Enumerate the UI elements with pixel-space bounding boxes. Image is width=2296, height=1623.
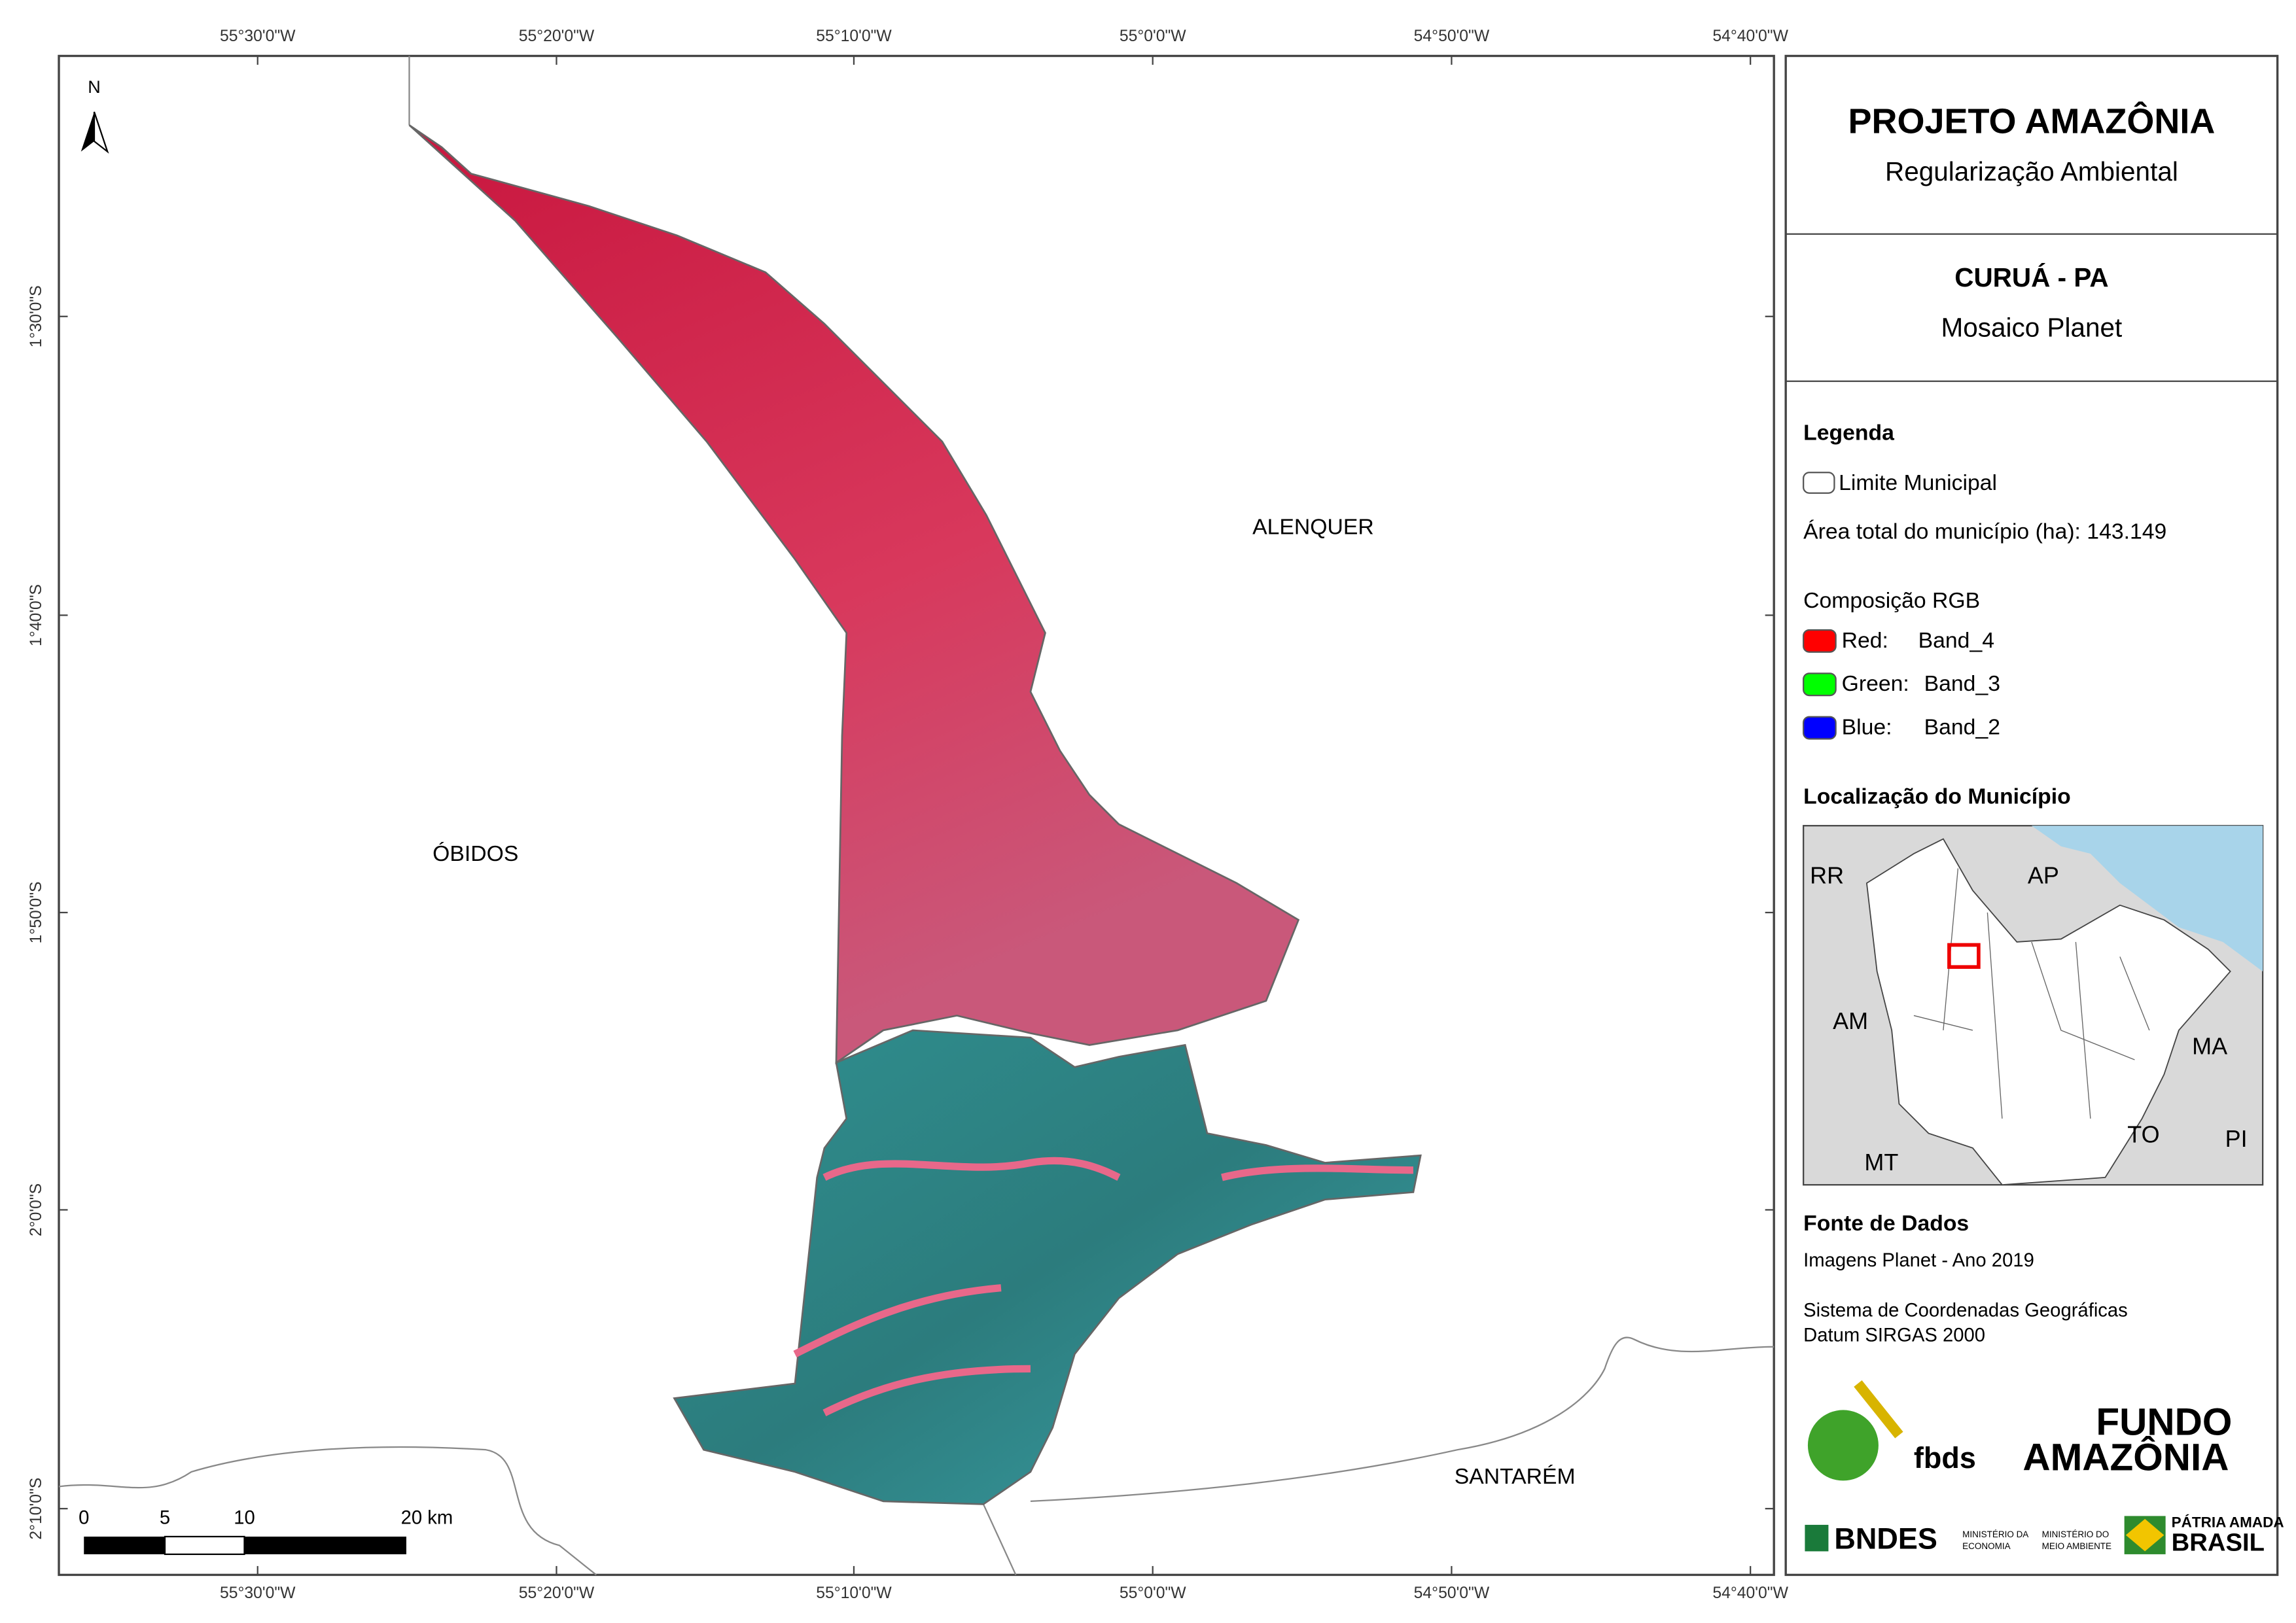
legend-item: Limite Municipal [1839, 470, 1997, 495]
lon-label: 54°40'0"W [1712, 27, 1788, 45]
lon-label: 55°10'0"W [816, 1584, 892, 1602]
scale-label: 10 [234, 1508, 255, 1529]
place-label: ALENQUER [1252, 515, 1374, 540]
logo-shape [1805, 1524, 1829, 1552]
place-label: ÓBIDOS [433, 841, 518, 866]
side-panel [1784, 54, 2279, 1577]
lat-label: 2°10'0"S [27, 1478, 45, 1540]
location-title: Localização do Município [1803, 784, 2071, 809]
lon-label: 55°0'0"W [1120, 27, 1186, 45]
band-label: Red: [1842, 628, 1888, 653]
north-arrow [93, 111, 109, 154]
scale-label: 5 [160, 1508, 170, 1529]
lat-label: 1°30'0"S [27, 285, 45, 347]
state-label: PI [2225, 1125, 2248, 1152]
mosaic-detail [793, 1157, 1413, 1416]
scale-segment [164, 1535, 245, 1556]
logo-text: ECONOMIA [1962, 1541, 2010, 1551]
place-label: SANTARÉM [1455, 1464, 1576, 1489]
state-label: AM [1833, 1007, 1868, 1034]
logo-text: MINISTÉRIO DO [2042, 1529, 2110, 1539]
boundaries [58, 56, 1775, 1576]
legend-subtitle: Composição RGB [1803, 588, 1980, 613]
logo-text: FUNDO [2096, 1401, 2232, 1443]
band-swatch [1803, 716, 1837, 740]
band-swatch [1803, 672, 1837, 697]
band-swatch [1803, 629, 1837, 653]
scale-segment [84, 1536, 165, 1554]
logo-text: PÁTRIA AMADA [2172, 1514, 2284, 1531]
title: PROJETO AMAZÔNIA [1848, 101, 2215, 141]
lon-label: 55°10'0"W [816, 27, 892, 45]
state-label: MT [1864, 1149, 1898, 1176]
state-label: AP [2028, 862, 2059, 888]
location-map: RR AP AM MA TO PI MT [1803, 825, 2264, 1186]
logo-text: BNDES [1834, 1522, 1937, 1556]
scale-segment [244, 1536, 406, 1554]
source-line: Sistema de Coordenadas Geográficas [1803, 1300, 2128, 1321]
legend-title: Legenda [1803, 421, 1894, 445]
lon-label: 54°50'0"W [1414, 1584, 1490, 1602]
boundary-line [1030, 1336, 1775, 1503]
frame-ticks [59, 56, 1775, 1575]
band-label: Green: [1842, 671, 1909, 696]
state-label: RR [1810, 862, 1844, 888]
lat-label: 1°40'0"S [27, 584, 45, 646]
logo-shape [2125, 1518, 2164, 1552]
lon-label: 55°20'0"W [519, 1584, 595, 1602]
logo-shape [1854, 1380, 1903, 1439]
logo-text: MEIO AMBIENTE [2042, 1541, 2111, 1551]
boundary-line [58, 1446, 597, 1576]
scale-label: 0 [79, 1508, 89, 1529]
band-name: Band_4 [1918, 628, 1994, 653]
scale-label: 20 km [401, 1508, 453, 1529]
logo-text: MINISTÉRIO DA [1962, 1529, 2028, 1539]
lon-label: 55°30'0"W [220, 27, 296, 45]
lat-label: 1°50'0"S [27, 881, 45, 943]
lon-label: 54°50'0"W [1414, 27, 1490, 45]
area-title: CURUÁ - PA [1954, 262, 2108, 292]
logo-shape [1807, 1410, 1879, 1481]
lon-label: 54°40'0"W [1712, 1584, 1788, 1602]
band-name: Band_2 [1924, 715, 2000, 740]
legend-note: Área total do município (ha): 143.149 [1803, 519, 2166, 544]
source-line: Datum SIRGAS 2000 [1803, 1325, 1985, 1346]
logo-text: BRASIL [2172, 1528, 2265, 1556]
band-legend: Red: Band_4 Green: Band_3 Blue: Band_2 [1803, 628, 2000, 740]
north-label: N [88, 77, 101, 97]
boundary-swatch [1803, 472, 1835, 494]
logo-text: AMAZÔNIA [2022, 1435, 2229, 1478]
band-label: Blue: [1842, 715, 1892, 740]
lon-label: 55°30'0"W [220, 1584, 296, 1602]
state-label: TO [2127, 1121, 2159, 1147]
location-marker [1947, 943, 1981, 969]
ocean [2031, 826, 2263, 971]
subtitle: Regularização Ambiental [1885, 156, 2178, 186]
north-arrow [80, 111, 94, 152]
band-name: Band_3 [1924, 671, 2000, 696]
mosaic-red [408, 124, 1300, 1065]
mosaic-water [673, 1029, 1422, 1505]
boundary-line [982, 1503, 1017, 1575]
lat-label: 2°0'0"S [27, 1183, 45, 1236]
logos: fbds FUNDO AMAZÔNIA BNDES MINISTÉRIO DA … [1805, 1380, 2284, 1556]
lon-label: 55°0'0"W [1120, 1584, 1186, 1602]
logo-text: fbds [1914, 1441, 1976, 1475]
area-subtitle: Mosaico Planet [1941, 313, 2123, 343]
source-line: Imagens Planet - Ano 2019 [1803, 1250, 2034, 1271]
scale-bar: 0 5 10 20 km [79, 1508, 453, 1556]
state-label: MA [2192, 1032, 2227, 1059]
sources-title: Fonte de Dados [1803, 1211, 1969, 1236]
state-labels: RR AP AM MA TO PI MT [1810, 862, 2247, 1176]
lon-label: 55°20'0"W [519, 27, 595, 45]
para-state [1865, 838, 2231, 1186]
